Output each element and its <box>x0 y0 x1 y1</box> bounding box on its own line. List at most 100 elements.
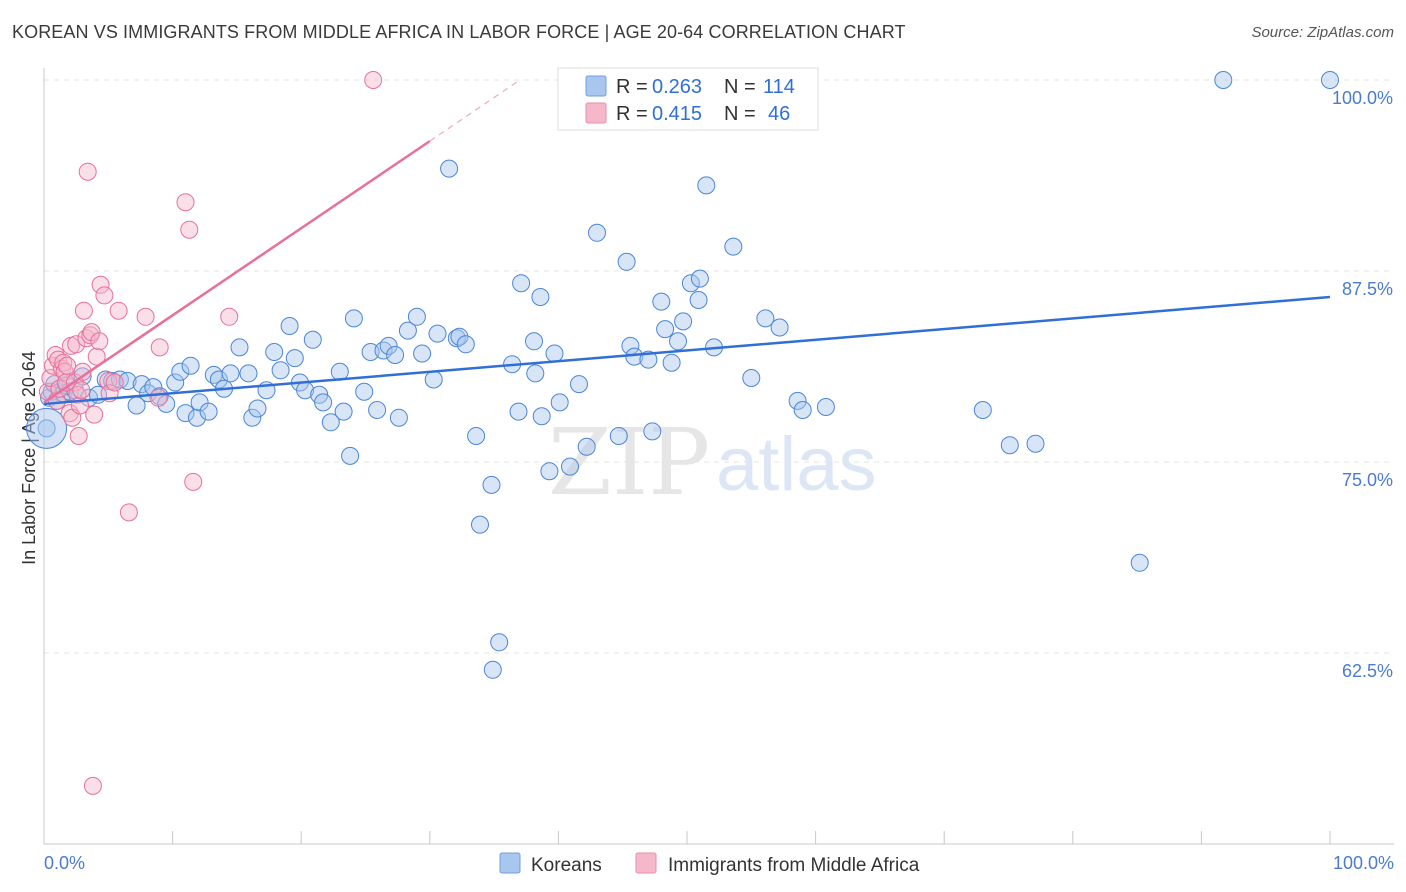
middle-africa-point <box>90 332 109 351</box>
korean-point <box>303 330 322 349</box>
middle-africa-point <box>87 347 106 366</box>
legend-bottom: Koreans Immigrants from Middle Africa <box>499 852 920 876</box>
y-tick-label: 62.5% <box>1342 661 1393 681</box>
korean-point <box>545 344 564 363</box>
middle-africa-point <box>53 359 71 378</box>
x-tick-label-min: 0.0% <box>44 853 85 873</box>
korean-point <box>368 401 387 419</box>
korean-point <box>440 159 459 178</box>
korean-point <box>512 274 531 293</box>
korean-point <box>243 408 262 427</box>
korean-point <box>639 350 658 369</box>
korean-point <box>570 375 588 394</box>
middle-africa-point <box>109 301 128 320</box>
middle-africa-point <box>82 323 101 342</box>
korean-point <box>550 393 569 412</box>
middle-africa-point <box>81 326 100 345</box>
watermark-atlas: atlas <box>716 422 877 507</box>
middle-africa-point <box>95 286 114 305</box>
korean-point <box>669 332 687 351</box>
korean-point <box>118 372 137 390</box>
middle-africa-point <box>67 335 86 354</box>
middle-africa-point <box>119 503 138 522</box>
middle-africa-point <box>105 373 124 392</box>
korean-point <box>389 408 408 427</box>
korean-point <box>656 320 675 339</box>
legend-top: R = 0.263 N = 114 R = 0.415 N = 46 <box>557 67 819 131</box>
korean-point <box>344 309 363 328</box>
legend-n-label-koreans: N = <box>724 76 756 98</box>
korean-point <box>450 327 469 346</box>
korean-point <box>1000 436 1019 455</box>
gridlines <box>44 79 1394 654</box>
legend-n-label-middle-africa: N = <box>724 103 756 125</box>
korean-point <box>285 349 304 368</box>
korean-point <box>314 393 333 412</box>
korean-point <box>181 356 200 375</box>
middle-africa-point <box>83 776 102 795</box>
korean-point <box>361 343 380 361</box>
legend-r-label-koreans: R = <box>616 76 648 98</box>
watermark-zip: ZIP <box>548 409 710 516</box>
trendline-koreans <box>43 295 1331 406</box>
korean-point <box>525 332 543 351</box>
y-tick-label: 100.0% <box>1332 88 1393 108</box>
korean-point <box>334 402 353 421</box>
middle-africa-point <box>58 356 77 375</box>
korean-point <box>531 288 550 306</box>
y-tick-label: 87.5% <box>1342 279 1393 299</box>
korean-point <box>483 660 502 679</box>
korean-point <box>577 437 596 456</box>
series-middle-africa <box>38 71 383 795</box>
korean-point <box>190 393 209 412</box>
korean-point <box>386 346 405 364</box>
korean-point <box>188 408 206 427</box>
korean-point <box>756 309 775 328</box>
korean-point <box>428 324 447 343</box>
legend-bottom-swatch-middle-africa <box>635 852 657 874</box>
korean-point <box>139 384 158 403</box>
korean-point <box>652 292 671 311</box>
korean-point <box>407 307 426 326</box>
middle-africa-point <box>85 405 104 424</box>
korean-point <box>674 312 693 331</box>
korean-point <box>471 515 489 534</box>
korean-point <box>355 382 374 401</box>
korean-point <box>588 223 606 242</box>
korean-point <box>532 407 551 426</box>
y-axis-title: In Labor Force | Age 20-64 <box>19 351 39 565</box>
chart-title: KOREAN VS IMMIGRANTS FROM MIDDLE AFRICA … <box>12 22 906 42</box>
middle-africa-point <box>220 307 239 326</box>
middle-africa-point <box>136 307 155 326</box>
korean-point <box>697 176 716 195</box>
korean-point <box>424 370 443 389</box>
middle-africa-point <box>74 301 93 320</box>
middle-africa-point <box>72 381 91 400</box>
korean-point <box>724 237 743 256</box>
middle-africa-point <box>149 388 168 407</box>
source-credit: Source: ZipAtlas.com <box>1251 24 1394 41</box>
korean-point <box>209 370 228 389</box>
korean-point <box>230 338 249 357</box>
korean-point <box>321 413 340 432</box>
korean-point <box>176 404 195 423</box>
korean-point <box>248 399 267 418</box>
middle-africa-point <box>180 220 199 239</box>
korean-point <box>456 335 475 354</box>
korean-point <box>788 391 807 410</box>
y-axis-labels: 62.5% 75.0% 87.5% 100.0% <box>1332 88 1393 681</box>
legend-bottom-label-koreans: Koreans <box>531 855 602 876</box>
trendline-middle-africa-extension <box>429 79 521 142</box>
korean-point <box>816 398 835 416</box>
korean-point <box>482 475 501 494</box>
korean-point <box>379 336 398 355</box>
x-tick-label-max: 100.0% <box>1333 853 1394 873</box>
korean-point <box>770 318 789 337</box>
korean-point <box>150 387 169 406</box>
korean-point <box>132 375 151 394</box>
korean-point <box>265 343 284 361</box>
korean-point-large <box>26 407 68 449</box>
korean-point <box>271 361 290 380</box>
legend-n-value-koreans: 114 <box>763 76 795 98</box>
